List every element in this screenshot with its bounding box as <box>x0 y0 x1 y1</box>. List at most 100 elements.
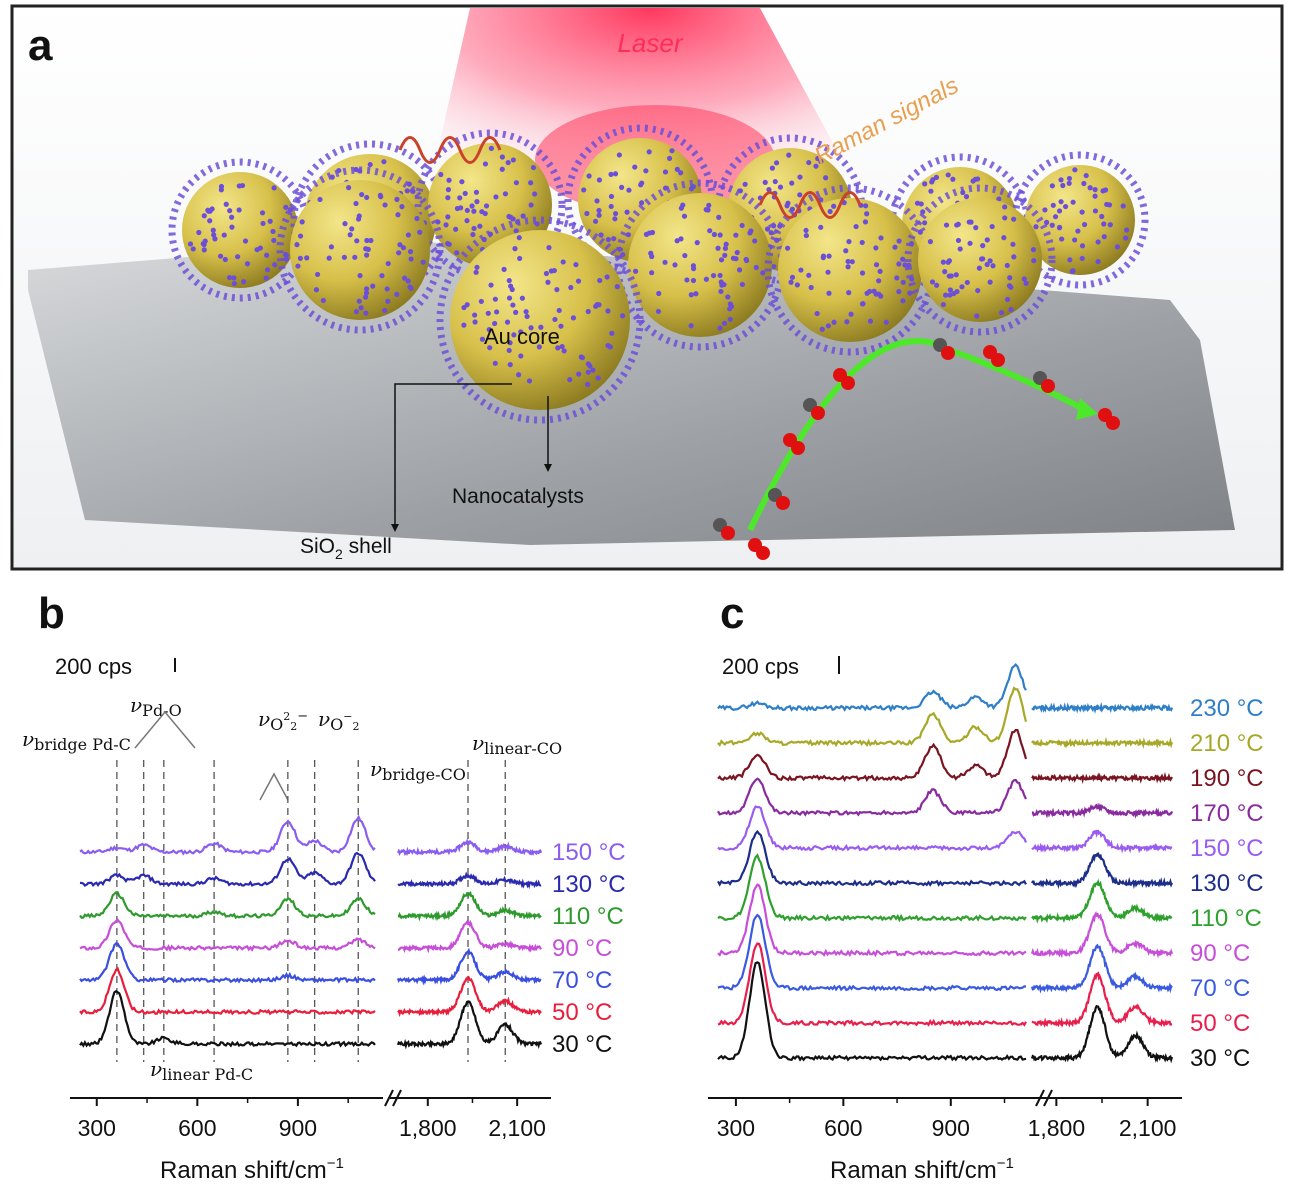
nanocatalyst-dot <box>948 273 954 279</box>
nanocatalyst-dot <box>656 290 662 297</box>
spectrum-line <box>397 838 543 857</box>
nanocatalyst-dot <box>1042 207 1048 213</box>
gold-sphere <box>764 184 936 356</box>
nanocatalyst-dot <box>320 297 326 304</box>
nanocatalyst-dot <box>1008 307 1014 313</box>
nanocatalyst-dot <box>715 245 721 251</box>
nanocatalyst-dot <box>364 252 370 258</box>
nanocatalyst-dot <box>785 200 791 206</box>
nanocatalyst-dot <box>662 259 668 265</box>
nanocatalyst-dot <box>524 313 530 320</box>
nanocatalyst-dot <box>402 275 408 281</box>
nanocatalyst-dot <box>283 252 290 259</box>
nanocatalyst-dot <box>624 209 630 215</box>
nanocatalyst-dot <box>1002 215 1008 221</box>
nanocatalyst-dot <box>739 281 746 288</box>
nanocatalyst-dot <box>933 174 940 180</box>
nanocatalyst-dot <box>896 261 902 267</box>
nanocatalyst-dot <box>477 223 483 229</box>
nanocatalyst-dot <box>1066 180 1072 186</box>
nanocatalyst-dot <box>722 245 729 251</box>
panel-b-scale-label: 200 cps <box>55 654 132 679</box>
nanocatalyst-dot <box>404 188 410 194</box>
nanocatalyst-dot <box>408 256 414 262</box>
molecules <box>713 338 1120 560</box>
series-label: 50 °C <box>1190 1010 1250 1037</box>
nanocatalyst-dot <box>608 193 615 200</box>
panel-c-scale-label: 200 cps <box>722 654 799 679</box>
nanocatalyst-dot <box>492 320 498 327</box>
nanocatalyst-dot <box>226 274 233 281</box>
nanocatalyst-dot <box>297 255 303 261</box>
nanocatalyst-dot <box>1056 208 1063 214</box>
nanocatalyst-dot <box>560 259 566 265</box>
gold-sphere <box>276 166 444 334</box>
nanocatalyst-dot <box>909 276 915 282</box>
nanocatalyst-dot <box>528 202 534 208</box>
nanocatalyst-dot <box>1100 188 1106 194</box>
nanocatalyst-dot <box>485 310 491 316</box>
nanocatalyst-dot <box>727 306 733 312</box>
nanocatalyst-dot <box>825 269 831 275</box>
nanocatalyst-dot <box>510 302 516 308</box>
spectrum-line <box>1031 852 1173 890</box>
nanocatalyst-dot <box>646 149 652 155</box>
nanocatalyst-dot <box>959 284 965 290</box>
nanocatalyst-dot <box>1095 259 1101 265</box>
nanocatalyst-dot <box>405 278 411 284</box>
nanocatalyst-dot <box>368 237 374 244</box>
nanocatalyst-dot <box>611 236 617 242</box>
nanocatalyst-dot <box>710 272 717 279</box>
series-label: 90 °C <box>1190 940 1250 967</box>
nanocatalyst-dot <box>457 195 463 201</box>
nanocatalyst-dot <box>614 284 620 290</box>
nanocatalyst-dot <box>272 262 278 268</box>
nanocatalyst-dot <box>1066 175 1073 182</box>
nanocatalyst-dot <box>1056 225 1063 231</box>
nanocatalyst-dot <box>453 226 459 232</box>
nanocatalyst-dot <box>814 310 820 317</box>
catalyst-label: Nanocatalysts <box>452 485 584 508</box>
nanocatalyst-dot <box>212 236 218 242</box>
nanocatalyst-dot <box>843 248 849 254</box>
nanocatalyst-dot <box>493 194 499 200</box>
nanocatalyst-dot <box>510 216 516 222</box>
nanocatalyst-dot <box>974 313 980 319</box>
nanocatalyst-dot <box>970 178 976 184</box>
nanocatalyst-dot <box>420 259 426 265</box>
nanocatalyst-dot <box>596 302 602 308</box>
x-tick-label: 2,100 <box>1119 1115 1177 1141</box>
nanocatalyst-dot <box>472 312 478 318</box>
nanocatalyst-dot <box>928 188 934 194</box>
nanocatalyst-dot <box>721 320 728 326</box>
nanocatalyst-dot <box>1081 221 1088 228</box>
nanocatalyst-dot <box>506 347 512 354</box>
nanocatalyst-dot <box>494 309 500 315</box>
nanocatalyst-dot <box>579 355 586 361</box>
nanocatalyst-dot <box>464 207 470 214</box>
nanocatalyst-dot <box>678 170 684 176</box>
nanocatalyst-dot <box>1120 203 1126 209</box>
annot-pdo-bracket <box>134 710 196 749</box>
nanocatalyst-dot <box>461 322 467 328</box>
nanocatalyst-dot <box>532 191 538 197</box>
nanocatalyst-dot <box>417 229 423 235</box>
nanocatalyst-dot <box>739 222 745 229</box>
nanocatalyst-dot <box>328 244 335 250</box>
nanocatalyst-dot <box>848 311 854 317</box>
nanocatalyst-dot <box>752 238 758 244</box>
series-label: 30 °C <box>552 1031 612 1058</box>
nanocatalyst-dot <box>860 301 866 307</box>
nanocatalyst-dot <box>241 279 247 285</box>
nanocatalyst-dot <box>808 284 814 291</box>
nanocatalyst-dot <box>922 181 928 187</box>
nanocatalyst-dot <box>464 302 470 308</box>
nanocatalyst-dot <box>207 218 213 224</box>
nanocatalyst-dot <box>518 329 524 335</box>
nanocatalyst-dot <box>443 222 449 228</box>
nanocatalyst-dot <box>797 192 803 198</box>
nanocatalyst-dot <box>513 180 520 186</box>
nanocatalyst-dot <box>773 160 780 166</box>
nanocatalyst-dot <box>520 213 526 219</box>
nanocatalyst-dot <box>684 277 690 283</box>
